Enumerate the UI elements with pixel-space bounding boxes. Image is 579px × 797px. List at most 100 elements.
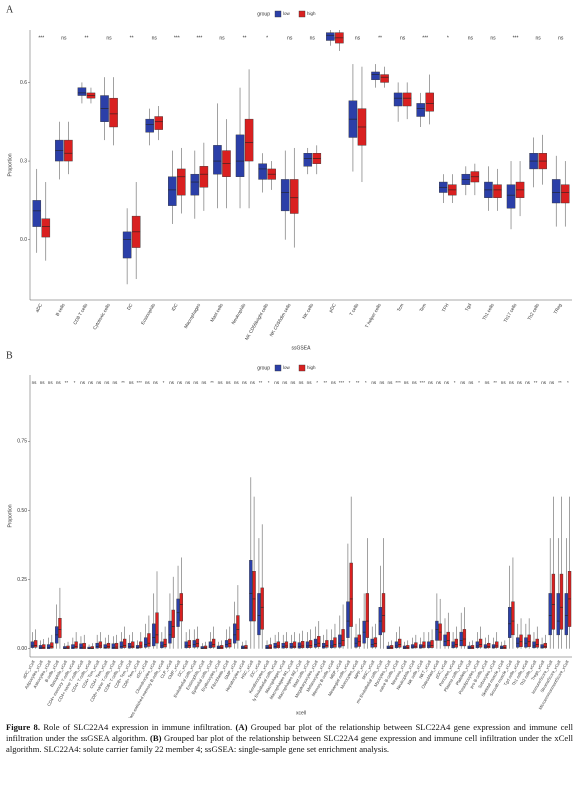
box: [519, 634, 523, 647]
box: [487, 642, 491, 649]
significance-label: ns: [234, 380, 240, 385]
y-axis-title: Proportion: [7, 504, 13, 527]
box: [443, 634, 447, 647]
box: [416, 103, 425, 117]
box: [495, 641, 499, 648]
legend-title: group: [257, 11, 270, 17]
box: [168, 176, 177, 206]
significance-label: *: [74, 380, 76, 385]
x-tick-label: Th17 cells: [503, 302, 518, 323]
box: [241, 645, 245, 649]
box: [419, 644, 423, 649]
box: [213, 145, 222, 175]
significance-label: **: [243, 35, 247, 41]
panel-label: B: [6, 350, 13, 361]
box: [393, 92, 403, 107]
y-tick-label: 0.3: [20, 158, 27, 164]
significance-label: *: [567, 380, 569, 385]
box: [50, 642, 54, 649]
box: [42, 644, 46, 649]
significance-label: *: [349, 380, 351, 385]
box: [109, 97, 118, 128]
significance-label: ns: [388, 380, 394, 385]
y-tick-label: 0.25: [17, 577, 27, 583]
significance-label: ns: [242, 380, 248, 385]
box: [155, 612, 159, 644]
x-tick-label: Tcm: [396, 302, 405, 312]
box: [208, 641, 213, 649]
y-tick-label: 0.0: [20, 237, 27, 243]
box: [228, 638, 232, 648]
x-tick-label: TFH: [441, 303, 450, 313]
box: [516, 637, 520, 648]
significance-label: ns: [290, 380, 296, 385]
significance-label: *: [266, 35, 268, 41]
box: [406, 645, 410, 649]
box: [258, 163, 267, 180]
box: [559, 573, 564, 630]
significance-label: **: [210, 380, 214, 385]
box: [386, 645, 391, 649]
significance-label: ns: [509, 380, 515, 385]
box: [135, 645, 140, 649]
box: [30, 641, 35, 648]
box: [289, 642, 293, 649]
significance-label: ns: [193, 380, 199, 385]
significance-label: ns: [274, 380, 280, 385]
box: [540, 644, 544, 649]
box: [58, 618, 62, 638]
significance-label: ***: [174, 35, 180, 41]
box: [281, 642, 285, 649]
significance-label: ns: [428, 380, 434, 385]
significance-label: ns: [56, 380, 62, 385]
x-tick-label: NK cells: [301, 302, 314, 320]
box: [163, 638, 167, 648]
significance-label: ns: [96, 380, 102, 385]
box: [265, 645, 269, 649]
box: [152, 623, 156, 647]
box: [235, 134, 245, 177]
x-tick-label: Cytotoxic cells: [92, 302, 111, 331]
y-tick-label: 0.75: [17, 439, 27, 445]
box: [249, 560, 253, 622]
box: [398, 638, 402, 648]
significance-label: ns: [88, 380, 94, 385]
box: [127, 642, 132, 649]
x-tick-label: TReg: [553, 302, 563, 315]
box: [276, 641, 281, 649]
box: [190, 173, 200, 196]
legend-label: low: [283, 365, 291, 370]
significance-label: ns: [250, 380, 256, 385]
box: [114, 642, 119, 649]
box: [74, 641, 78, 649]
significance-label: ns: [40, 380, 46, 385]
box: [381, 593, 386, 633]
significance-label: ***: [196, 35, 202, 41]
box: [402, 92, 412, 107]
box: [203, 645, 208, 649]
x-tick-label: B cells: [55, 302, 66, 317]
x-tick-label: Tgd: [464, 302, 473, 312]
box: [422, 641, 426, 648]
box: [349, 562, 353, 627]
y-axis-title: Proportion: [7, 153, 13, 176]
legend-title: group: [257, 365, 270, 371]
significance-label: ns: [460, 380, 466, 385]
box: [467, 645, 471, 649]
box: [244, 118, 254, 162]
significance-label: ns: [169, 380, 175, 385]
box: [144, 637, 148, 648]
significance-label: ***: [395, 380, 401, 385]
x-tick-label: aDC: [34, 302, 43, 313]
significance-label: ns: [32, 380, 38, 385]
box: [326, 32, 335, 41]
box: [527, 634, 531, 647]
box: [414, 642, 418, 649]
significance-label: ns: [219, 35, 225, 41]
box: [321, 642, 326, 649]
significance-label: **: [534, 380, 538, 385]
box: [280, 179, 290, 212]
significance-label: ns: [535, 35, 541, 41]
significance-label: ns: [299, 380, 305, 385]
